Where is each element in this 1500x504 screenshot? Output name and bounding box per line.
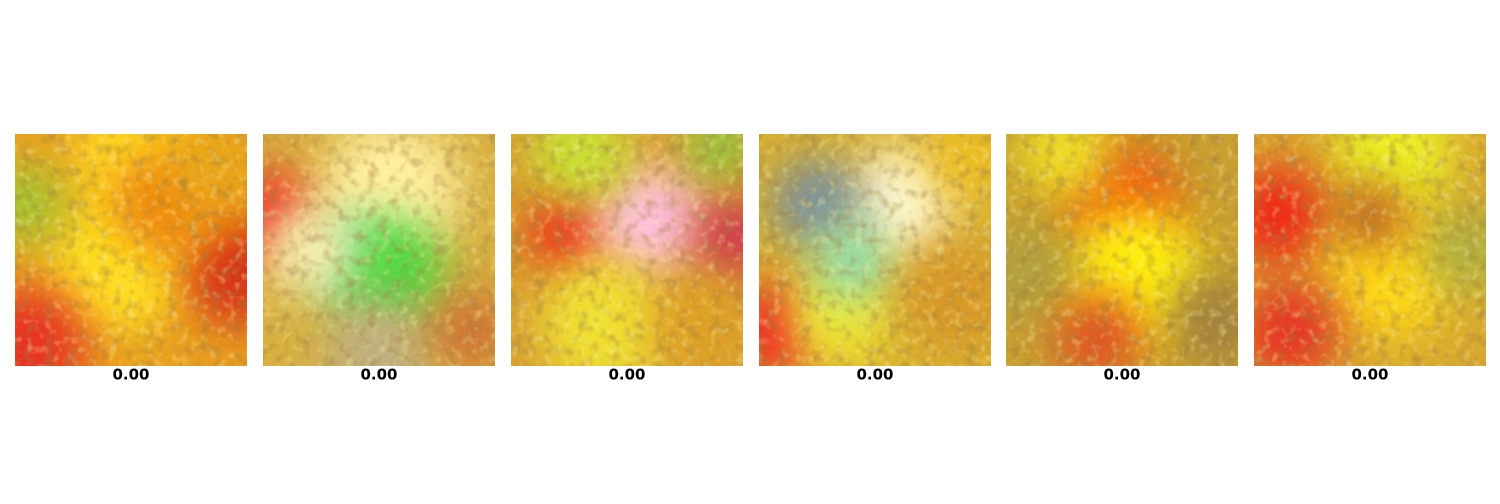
image-panel	[1254, 134, 1486, 366]
panel-label: 0.00	[1351, 366, 1388, 384]
image-panel	[263, 134, 495, 366]
texture-light	[1254, 134, 1486, 366]
image-panel	[511, 134, 743, 366]
texture-light	[263, 134, 495, 366]
panel-label: 0.00	[112, 366, 149, 384]
panel-label: 0.00	[1103, 366, 1140, 384]
image-panel	[759, 134, 991, 366]
texture-light	[1006, 134, 1238, 366]
image-panel	[15, 134, 247, 366]
texture-light	[511, 134, 743, 366]
panel-label: 0.00	[360, 366, 397, 384]
panel-label: 0.00	[608, 366, 645, 384]
texture-light	[15, 134, 247, 366]
image-panel	[1006, 134, 1238, 366]
texture-light	[759, 134, 991, 366]
panel-label: 0.00	[856, 366, 893, 384]
